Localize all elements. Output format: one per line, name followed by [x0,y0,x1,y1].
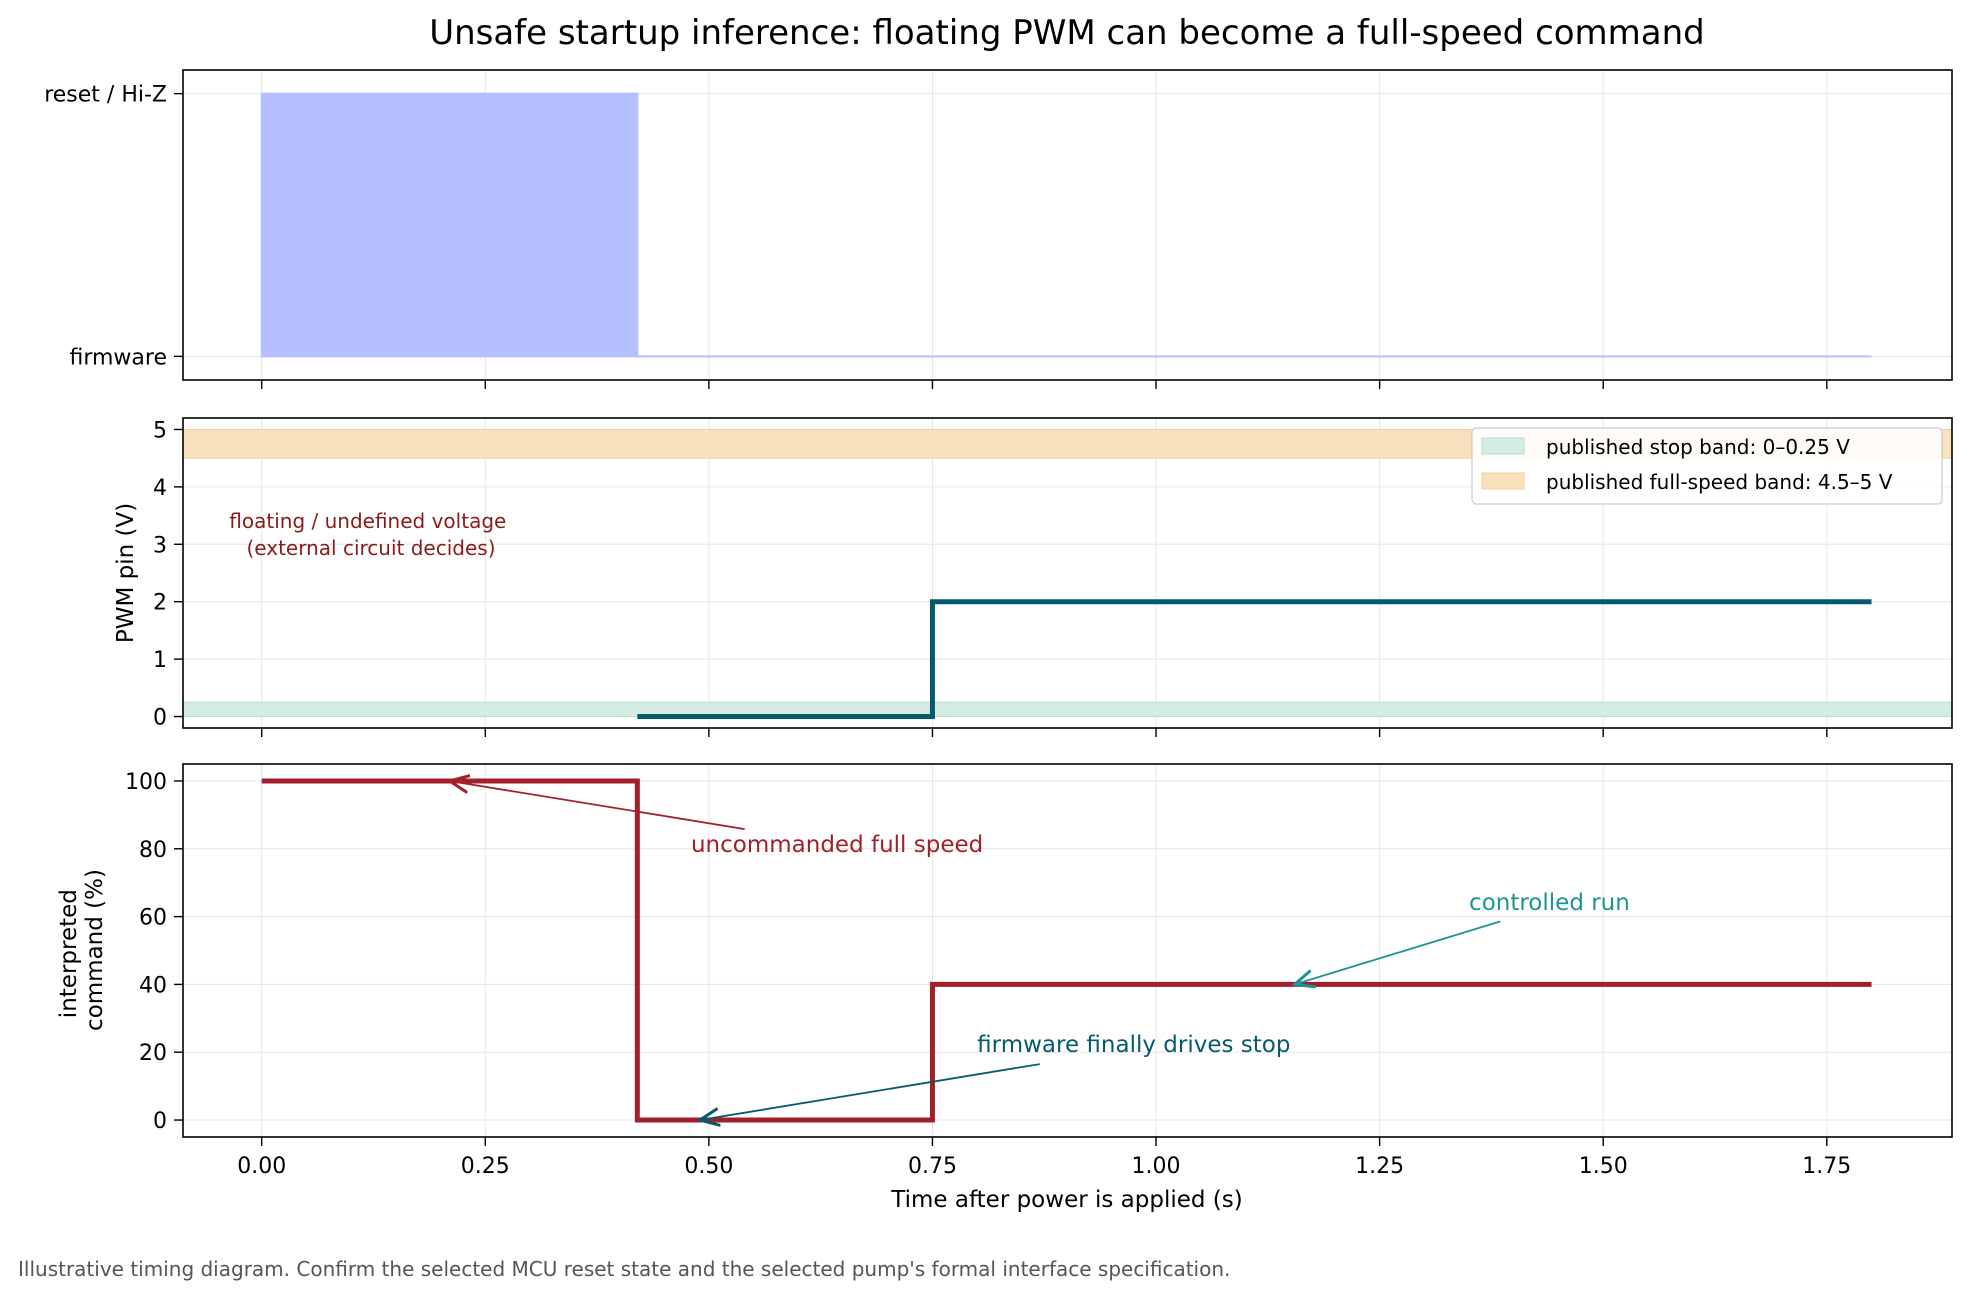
command-y-axis-label-line-1: interpreted [56,889,82,1018]
legend-label-full-speed-band: published full-speed band: 4.5–5 V [1546,470,1893,494]
y-tick-label: 2 [153,591,167,616]
pwm-voltage-line [637,599,1872,720]
y-tick-label: 20 [139,1041,167,1066]
x-tick-label: 1.75 [1802,1154,1851,1179]
y-tick-label: 1 [153,648,167,673]
x-tick-label: 1.50 [1579,1154,1628,1179]
x-tick-label: 0.50 [684,1154,733,1179]
controlled-run-label: controlled run [1469,890,1630,916]
legend-frame [1471,427,1943,505]
x-tick-label: 1.00 [1132,1154,1181,1179]
y-tick-label: 60 [139,906,167,931]
y-tick-label: 80 [139,838,167,863]
chart-title: Unsafe startup inference: floating PWM c… [429,13,1705,53]
legend-swatch-full-speed-band [1481,472,1525,490]
y-tick-label: 3 [153,533,167,558]
y-tick-label: 0 [153,1109,167,1134]
pwm-y-axis-label: PWM pin (V) [113,503,139,643]
command-y-axis-label: interpreted command (%) [56,869,108,1031]
command-y-axis-label-line-2: command (%) [82,869,108,1031]
firmware-drives-stop-arrow [700,1063,1040,1120]
x-tick-label: 0.75 [908,1154,957,1179]
panel-pwm-pin: 0 1 2 3 4 5 PWM pin (V) floating / undefined … [113,417,1953,737]
uncommanded-full-speed-label: uncommanded full speed [691,832,983,858]
y-tick-label: reset / Hi-Z [44,83,167,108]
controlled-run-arrow [1295,920,1501,984]
legend: published stop band: 0–0.25 V published … [1471,427,1943,505]
y-tick-label: 4 [153,476,167,501]
floating-voltage-note: floating / undefined voltage (external c… [229,509,512,560]
command-line [261,778,1872,1123]
y-tick-label: 40 [139,973,167,998]
panel-command: 0.00 0.25 0.50 0.75 1.00 1.25 1.50 1.75 0 20 40 60 8… [56,763,1953,1179]
x-tick-label: 0.00 [237,1154,286,1179]
y-tick-label: 5 [153,418,167,443]
uncommanded-full-speed-arrow [450,781,745,830]
legend-swatch-stop-band [1481,437,1525,455]
panel-mcu-state: firmware reset / Hi-Z [44,69,1953,389]
firmware-drives-stop-label: firmware finally drives stop [977,1032,1290,1058]
panel-command-frame [182,763,1953,1138]
reset-state-area [260,92,1872,358]
x-tick-label: 1.25 [1355,1154,1404,1179]
x-tick-label: 0.25 [461,1154,510,1179]
legend-label-stop-band: published stop band: 0–0.25 V [1546,435,1850,459]
y-tick-label: 0 [153,706,167,731]
y-tick-label: 100 [125,770,167,795]
panel-pwm-pin-frame [182,417,1953,729]
y-tick-label: firmware [69,345,167,370]
panel-mcu-state-frame [182,69,1953,381]
x-axis-label: Time after power is applied (s) [890,1187,1242,1213]
stop-band [182,701,1953,718]
footnote: Illustrative timing diagram. Confirm the… [18,1257,1230,1281]
floating-voltage-note-line-1: floating / undefined voltage [229,509,506,533]
floating-voltage-note-line-2: (external circuit decides) [247,536,496,560]
